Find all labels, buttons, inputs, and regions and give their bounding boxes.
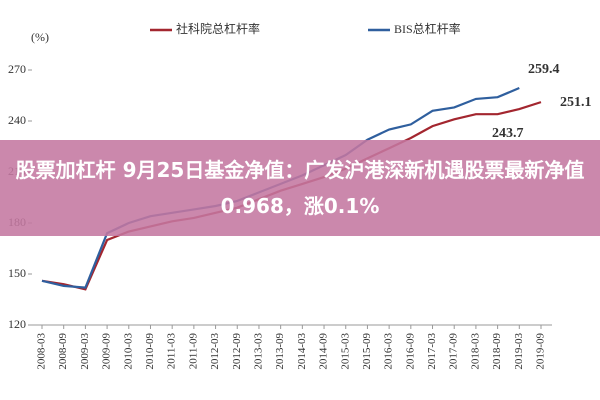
x-tick-label: 2013-09 (274, 333, 286, 370)
y-tick-label: 270 (8, 62, 26, 76)
legend-label: 社科院总杠杆率 (176, 21, 260, 36)
y-tick-label: 240 (8, 113, 26, 127)
banner: 股票加杠杆 9月25日基金净值：广发沪港深新机遇股票最新净值0.968，涨0.1… (0, 140, 600, 236)
y-tick-label: 120 (8, 317, 26, 331)
x-tick-label: 2016-09 (404, 333, 416, 370)
x-tick-label: 2019-03 (513, 333, 525, 370)
x-tick-label: 2016-03 (383, 333, 395, 370)
x-tick-label: 2010-09 (144, 333, 156, 370)
x-tick-label: 2014-03 (296, 333, 308, 370)
x-tick-label: 2011-09 (187, 333, 199, 370)
x-tick-label: 2019-09 (535, 333, 547, 370)
annotation: 259.4 (528, 62, 560, 77)
y-tick-label: 150 (8, 266, 26, 280)
x-tick-label: 2018-09 (491, 333, 503, 370)
annotation: 243.7 (492, 126, 524, 141)
x-tick-label: 2010-03 (122, 333, 134, 370)
x-tick-label: 2013-03 (252, 333, 264, 370)
x-tick-label: 2012-09 (231, 333, 243, 370)
x-tick-label: 2009-09 (101, 333, 113, 370)
x-tick-label: 2009-03 (79, 333, 91, 370)
annotation: 251.1 (560, 95, 592, 110)
x-tick-label: 2018-03 (469, 333, 481, 370)
y-axis-label: (%) (31, 30, 49, 44)
x-tick-label: 2008-03 (36, 333, 48, 370)
x-tick-label: 2015-09 (361, 333, 373, 370)
x-tick-label: 2012-03 (209, 333, 221, 370)
legend-label: BIS总杠杆率 (394, 21, 461, 36)
x-tick-label: 2017-03 (426, 333, 438, 370)
x-tick-label: 2017-09 (448, 333, 460, 370)
x-tick-label: 2014-09 (318, 333, 330, 370)
x-tick-label: 2011-03 (166, 333, 178, 370)
x-tick-label: 2008-09 (57, 333, 69, 370)
x-tick-label: 2015-03 (339, 333, 351, 370)
